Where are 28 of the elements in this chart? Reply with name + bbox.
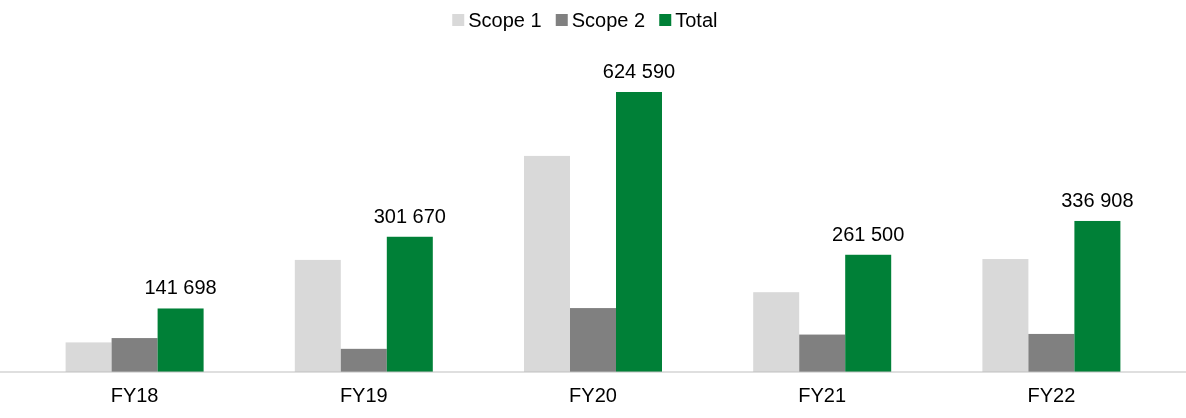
bar <box>65 342 112 372</box>
bar <box>982 259 1029 372</box>
x-tick-label: FY21 <box>798 384 847 406</box>
bar <box>111 338 158 372</box>
bar <box>845 254 892 372</box>
x-tick-label: FY20 <box>569 384 617 406</box>
bar <box>1074 220 1121 372</box>
data-label: 261 500 <box>832 222 905 245</box>
x-tick-label: FY22 <box>1027 384 1076 406</box>
legend-label: Scope 1 <box>468 9 542 31</box>
data-label: 336 908 <box>1061 188 1134 211</box>
bar <box>799 334 846 372</box>
bar <box>157 308 204 372</box>
bar <box>294 259 341 372</box>
x-tick-label: FY19 <box>339 384 388 406</box>
legend-label: Scope 2 <box>571 9 646 31</box>
bar <box>386 236 433 372</box>
bar <box>1028 333 1075 372</box>
bar <box>524 155 570 372</box>
data-label: 301 670 <box>373 204 446 227</box>
bar <box>616 92 662 372</box>
data-label: 624 590 <box>602 60 676 82</box>
data-label: 141 698 <box>144 276 217 299</box>
x-tick-label: FY18 <box>110 384 159 406</box>
legend-label: Total <box>675 9 718 31</box>
bar <box>753 292 800 372</box>
bar <box>340 348 387 372</box>
bar <box>570 308 616 372</box>
